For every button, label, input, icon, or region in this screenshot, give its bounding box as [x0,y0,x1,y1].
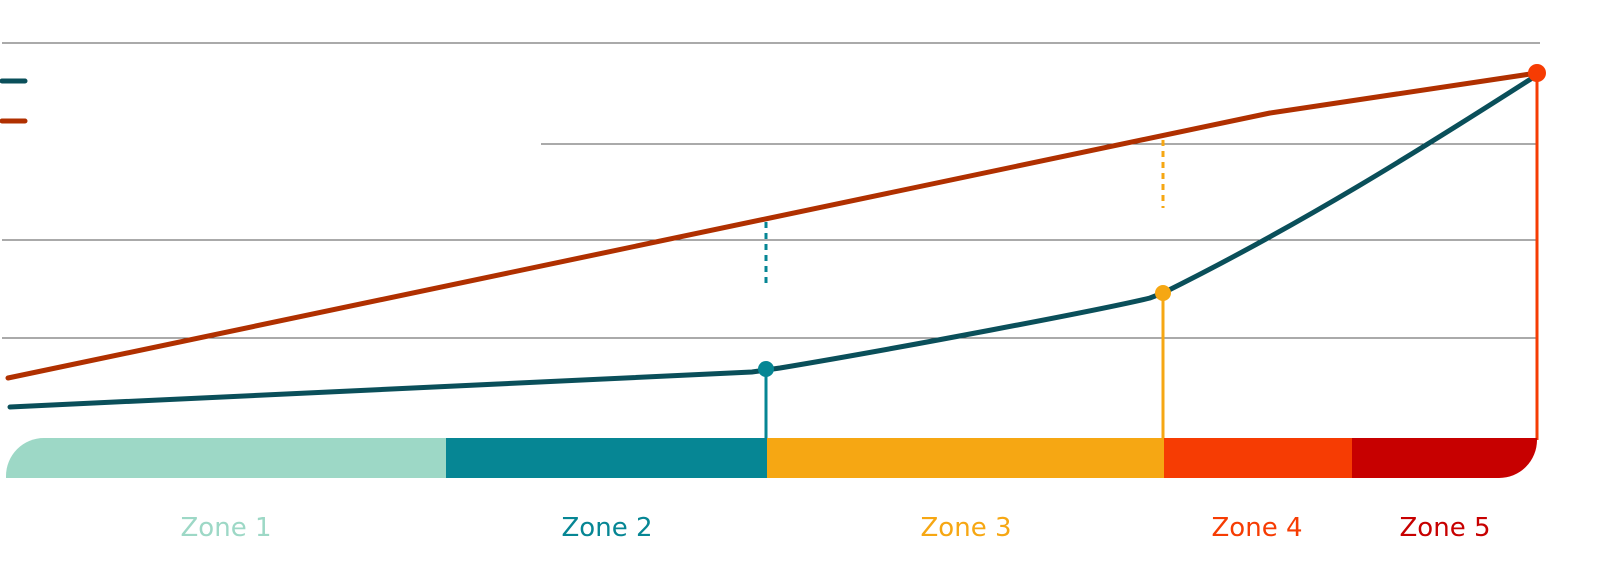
marker-dot [1528,64,1546,82]
zone-segment [6,438,446,478]
zone-label: Zone 2 [562,513,653,543]
grid [2,42,1540,339]
zone-label: Zone 4 [1212,513,1303,543]
red-line [5,70,1540,381]
zone-segment [446,438,768,478]
zone-segment [767,438,1165,478]
marker-dot [758,361,774,377]
zone-label: Zone 1 [181,513,272,543]
marker-dot [1155,285,1171,301]
zone-bar: Zone 1 Zone 2 Zone 3 Zone 4 Zone 5 [6,438,1537,543]
teal-curve [7,72,1540,410]
zone-segment [1352,438,1537,478]
zone-label: Zone 3 [921,513,1012,543]
zone-label: Zone 5 [1400,513,1491,543]
zone-segment [1164,438,1353,478]
